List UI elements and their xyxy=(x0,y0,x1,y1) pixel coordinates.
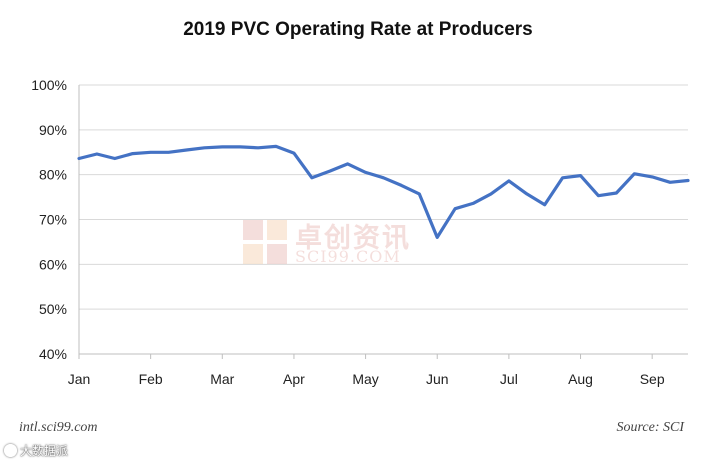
sci-watermark: 卓创资讯 SCI99.COM xyxy=(243,214,453,266)
watermark-cn-text: 卓创资讯 xyxy=(295,223,411,254)
y-tick-label: 60% xyxy=(39,256,67,272)
x-tick-label: Jun xyxy=(426,371,449,387)
source-note: Source: SCI xyxy=(616,420,684,435)
y-tick-label: 100% xyxy=(31,77,67,93)
x-tick-label: Jul xyxy=(500,371,518,387)
watermark-en-text: SCI99.COM xyxy=(295,247,401,266)
y-tick-label: 80% xyxy=(39,167,67,183)
x-tick-label: Jan xyxy=(68,371,91,387)
corner-watermark-text: 大数据派 xyxy=(20,443,69,458)
corner-watermark: 大数据派 xyxy=(4,441,68,459)
chart-title: 2019 PVC Operating Rate at Producers xyxy=(183,19,533,40)
x-tick-label: Feb xyxy=(139,371,163,387)
x-tick-label: Sep xyxy=(640,371,665,387)
y-tick-label: 40% xyxy=(39,346,67,362)
site-url: intl.sci99.com xyxy=(19,420,98,435)
y-tick-label: 90% xyxy=(39,122,67,138)
series-line xyxy=(77,144,690,239)
x-tick-label: Mar xyxy=(210,371,234,387)
x-tick-label: May xyxy=(352,371,378,387)
x-tick-label: Aug xyxy=(568,371,593,387)
y-tick-label: 50% xyxy=(39,301,67,317)
sci-logo-icon xyxy=(243,220,287,264)
y-tick-label: 70% xyxy=(39,212,67,228)
circle-logo-icon xyxy=(4,443,17,457)
x-tick-label: Apr xyxy=(283,371,305,387)
